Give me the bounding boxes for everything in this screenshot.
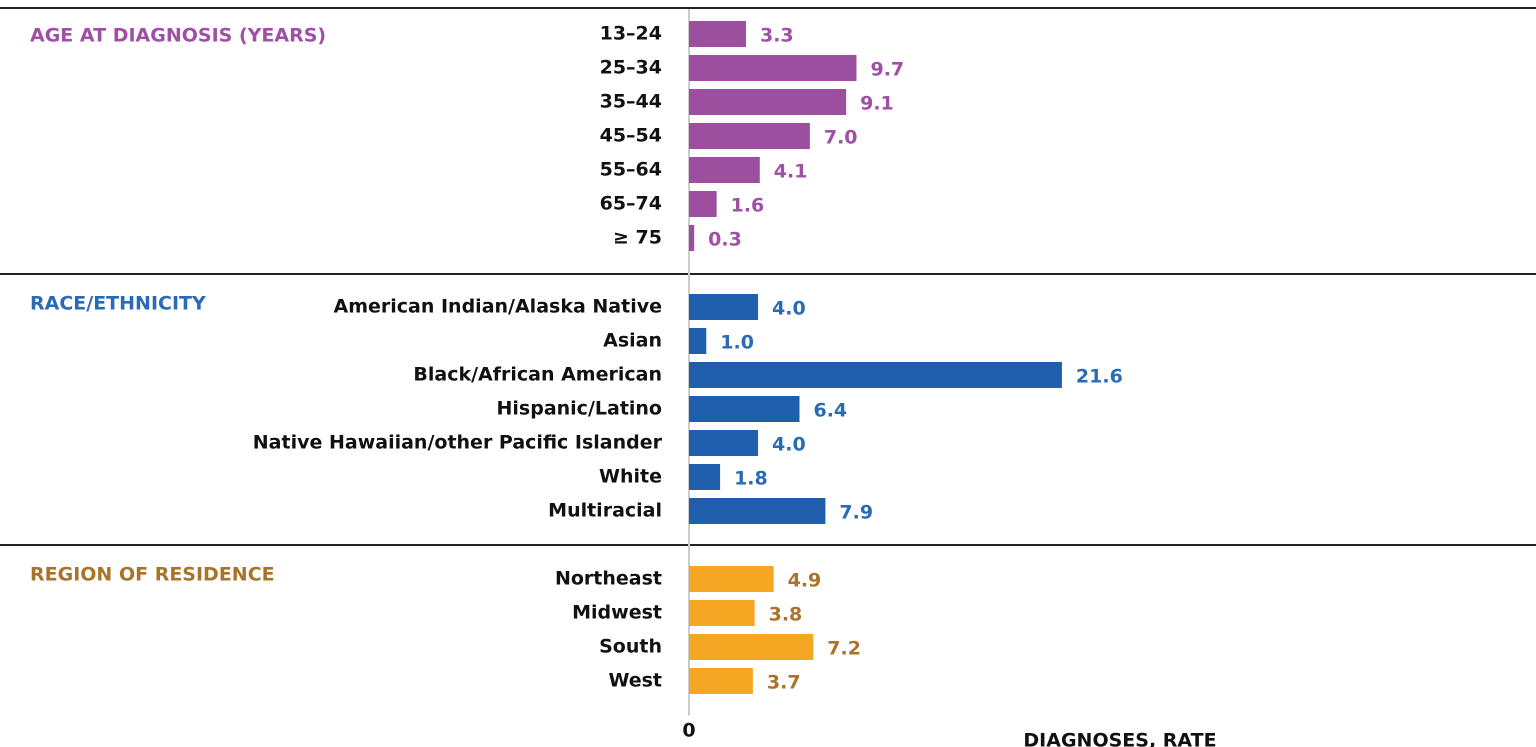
value-label: 3.3 — [760, 25, 794, 47]
bar — [689, 328, 707, 354]
value-label: 4.1 — [774, 161, 808, 183]
category-label: ≥ 75 — [613, 227, 662, 249]
group-title: AGE AT DIAGNOSIS (YEARS) — [30, 25, 326, 47]
value-label: 9.7 — [870, 59, 904, 81]
bar — [689, 362, 1062, 388]
category-label: 55–64 — [600, 159, 662, 181]
bar — [689, 396, 800, 422]
category-label: South — [599, 636, 662, 658]
bar — [689, 294, 759, 320]
bar — [689, 464, 721, 490]
bar — [689, 566, 774, 592]
category-label: Asian — [603, 330, 662, 352]
value-label: 1.8 — [734, 468, 768, 490]
x-tick-label: 0 — [682, 720, 695, 742]
value-label: 7.2 — [827, 638, 861, 660]
category-label: 25–34 — [600, 57, 662, 79]
bar — [689, 430, 759, 456]
value-label: 4.0 — [772, 298, 806, 320]
value-label: 7.9 — [839, 502, 873, 524]
bar — [689, 668, 753, 694]
category-label: Midwest — [572, 602, 662, 624]
bar — [689, 55, 857, 81]
value-label: 4.0 — [772, 434, 806, 456]
bar — [689, 89, 847, 115]
category-label: Northeast — [555, 568, 662, 590]
bar — [689, 123, 810, 149]
category-label: Black/African American — [413, 364, 662, 386]
bar — [689, 498, 826, 524]
value-label: 1.0 — [720, 332, 754, 354]
category-label: 13–24 — [600, 23, 662, 45]
bar — [689, 21, 746, 47]
bar — [689, 191, 717, 217]
category-label: Native Hawaiian/other Pacific Islander — [253, 432, 663, 454]
value-label: 21.6 — [1076, 366, 1123, 388]
value-label: 4.9 — [788, 570, 822, 592]
value-label: 9.1 — [860, 93, 894, 115]
value-label: 6.4 — [813, 400, 847, 422]
value-label: 7.0 — [824, 127, 858, 149]
category-label: Hispanic/Latino — [497, 398, 663, 420]
value-label: 0.3 — [708, 229, 742, 251]
category-label: Multiracial — [548, 500, 662, 522]
category-label: American Indian/Alaska Native — [333, 296, 662, 318]
category-label: 35–44 — [600, 91, 662, 113]
category-label: 65–74 — [600, 193, 662, 215]
group-title: RACE/ETHNICITY — [30, 293, 206, 315]
value-label: 1.6 — [731, 195, 765, 217]
category-label: 45–54 — [600, 125, 662, 147]
value-label: 3.8 — [769, 604, 803, 626]
bar — [689, 157, 760, 183]
bar — [689, 634, 814, 660]
value-label: 3.7 — [767, 672, 801, 694]
bar — [689, 600, 755, 626]
x-axis-label: DIAGNOSES, RATE — [1023, 730, 1216, 747]
category-label: White — [599, 466, 662, 488]
bar — [689, 225, 695, 251]
category-label: West — [608, 670, 662, 692]
group-title: REGION OF RESIDENCE — [30, 564, 275, 586]
